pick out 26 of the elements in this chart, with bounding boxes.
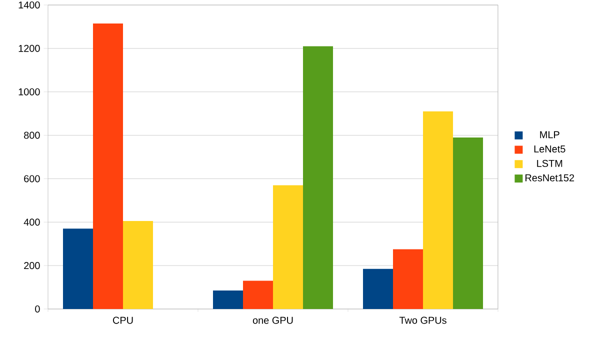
y-tick-label: 400: [24, 218, 40, 226]
bar: [93, 23, 123, 309]
bar: [123, 221, 153, 309]
legend-label: MLP: [540, 131, 560, 138]
x-tick-label: one GPU: [252, 316, 293, 324]
y-tick-label: 1200: [18, 44, 40, 52]
bar: [393, 249, 424, 309]
bar: [423, 111, 454, 309]
x-tick-label: Two GPUs: [399, 316, 446, 324]
bar: [363, 268, 394, 309]
bar: [453, 137, 484, 309]
bar: [273, 185, 304, 309]
y-tick-label: 0: [35, 305, 40, 313]
bar: [213, 290, 244, 309]
y-tick-label: 1000: [18, 88, 40, 96]
y-tick-label: 800: [24, 132, 40, 139]
bar: [243, 280, 274, 309]
legend-label: LeNet5: [534, 146, 566, 153]
legend-label: ResNet152: [525, 174, 574, 182]
bar: [303, 46, 334, 309]
y-tick-label: 600: [24, 175, 40, 182]
y-tick-label: 200: [24, 262, 40, 270]
x-tick-label: CPU: [112, 316, 133, 324]
legend-label: LSTM: [537, 160, 562, 167]
bar: [63, 228, 93, 309]
y-tick-label: 1400: [18, 1, 40, 9]
